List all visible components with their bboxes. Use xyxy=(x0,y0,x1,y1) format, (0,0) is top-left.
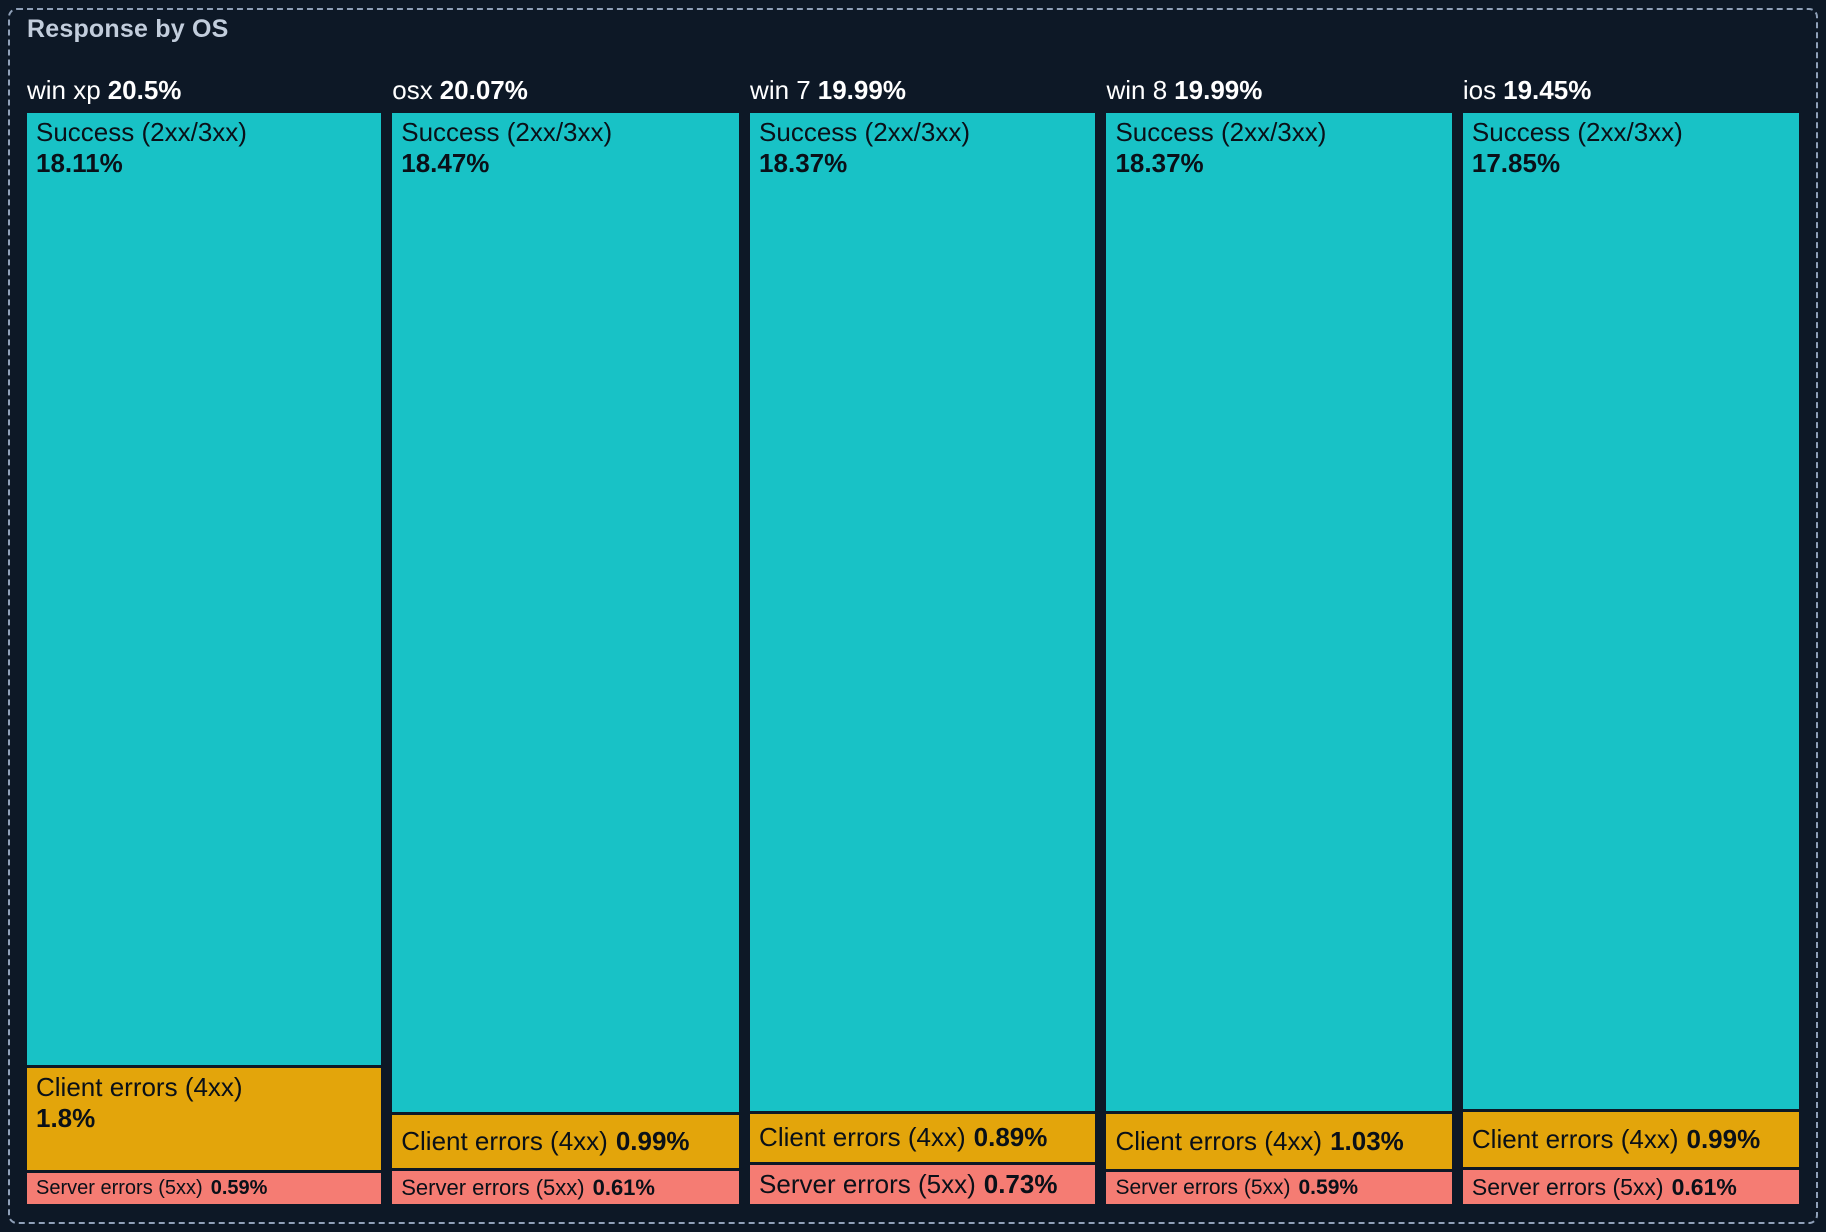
treemap-cell-success[interactable]: Success (2xx/3xx) 18.47% xyxy=(392,113,740,1113)
cell-percent: 0.89% xyxy=(973,1122,1048,1153)
os-column-ios: ios 19.45% Success (2xx/3xx) 17.85% Client… xyxy=(1462,76,1799,1204)
cell-percent: 0.61% xyxy=(1671,1173,1737,1200)
treemap-cell-success[interactable]: Success (2xx/3xx) 18.37% xyxy=(750,113,1096,1111)
cell-label: Server errors (5xx) xyxy=(759,1168,976,1199)
treemap-cell-client[interactable]: Client errors (4xx) 0.99% xyxy=(1462,1112,1799,1168)
os-column-osx: osx 20.07% Success (2xx/3xx) 18.47% Client… xyxy=(392,76,740,1204)
os-name-label: win xp xyxy=(27,76,101,104)
os-name-label: osx xyxy=(392,76,433,104)
os-name-label: ios xyxy=(1462,76,1497,104)
os-column-win-7: win 7 19.99% Success (2xx/3xx) 18.37% Clie… xyxy=(750,76,1096,1204)
os-column-header: osx 20.07% xyxy=(392,76,739,104)
cell-label: Success (2xx/3xx) xyxy=(36,117,247,147)
os-total-percent: 19.99% xyxy=(1174,76,1263,104)
os-total-percent: 20.5% xyxy=(107,76,182,104)
cell-label: Success (2xx/3xx) xyxy=(1115,117,1327,147)
cell-label: Client errors (4xx) xyxy=(1471,1124,1679,1155)
cell-label: Server errors (5xx) xyxy=(36,1177,203,1200)
treemap-cell-server[interactable]: Server errors (5xx) 0.61% xyxy=(392,1171,740,1204)
os-name-label: win 7 xyxy=(750,76,811,104)
cell-percent: 0.59% xyxy=(210,1177,268,1200)
cell-percent: 0.99% xyxy=(1686,1124,1761,1155)
cell-label: Client errors (4xx) xyxy=(36,1072,243,1103)
cell-label: Client errors (4xx) xyxy=(1115,1125,1323,1156)
cell-percent: 17.85% xyxy=(1471,147,1561,178)
cell-label: Server errors (5xx) xyxy=(401,1174,585,1200)
response-by-os-treemap: win xp 20.5% Success (2xx/3xx) 18.11% Clie… xyxy=(27,76,1799,1204)
os-column-header: win 7 19.99% xyxy=(750,76,1095,104)
cell-label: Success (2xx/3xx) xyxy=(401,117,613,147)
treemap-cell-server[interactable]: Server errors (5xx) 0.73% xyxy=(750,1164,1096,1204)
cell-percent: 1.8% xyxy=(36,1103,96,1134)
cell-percent: 18.47% xyxy=(401,147,490,178)
treemap-cell-success[interactable]: Success (2xx/3xx) 18.11% xyxy=(27,113,382,1066)
cell-percent: 18.37% xyxy=(759,147,848,178)
cell-label: Success (2xx/3xx) xyxy=(759,117,970,147)
panel-title: Response by OS xyxy=(27,15,229,43)
cell-percent: 0.73% xyxy=(983,1168,1058,1199)
treemap-cell-success[interactable]: Success (2xx/3xx) 17.85% xyxy=(1462,113,1799,1110)
cell-percent: 0.59% xyxy=(1298,1176,1359,1200)
os-column-stack: Success (2xx/3xx) 18.47% Client errors (4… xyxy=(392,113,740,1204)
treemap-cell-client[interactable]: Client errors (4xx) 1.8% xyxy=(27,1068,382,1171)
cell-label: Success (2xx/3xx) xyxy=(1471,117,1683,147)
cell-label: Server errors (5xx) xyxy=(1115,1176,1291,1200)
cell-percent: 18.37% xyxy=(1115,147,1204,178)
os-column-header: ios 19.45% xyxy=(1463,76,1799,104)
os-name-label: win 8 xyxy=(1106,76,1168,104)
cell-percent: 0.61% xyxy=(592,1174,655,1200)
cell-percent: 1.03% xyxy=(1330,1125,1404,1156)
cell-percent: 0.99% xyxy=(615,1126,690,1157)
treemap-cell-client[interactable]: Client errors (4xx) 0.99% xyxy=(392,1115,740,1169)
os-column-win-xp: win xp 20.5% Success (2xx/3xx) 18.11% Clie… xyxy=(27,76,382,1204)
cell-label: Client errors (4xx) xyxy=(401,1126,608,1157)
os-column-stack: Success (2xx/3xx) 18.37% Client errors (4… xyxy=(750,113,1096,1204)
treemap-cell-server[interactable]: Server errors (5xx) 0.59% xyxy=(27,1173,382,1204)
os-column-win-8: win 8 19.99% Success (2xx/3xx) 18.37% Clie… xyxy=(1106,76,1452,1204)
treemap-cell-client[interactable]: Client errors (4xx) 0.89% xyxy=(750,1113,1096,1162)
treemap-cell-server[interactable]: Server errors (5xx) 0.59% xyxy=(1106,1172,1452,1204)
cell-percent: 18.11% xyxy=(36,147,123,178)
treemap-cell-client[interactable]: Client errors (4xx) 1.03% xyxy=(1106,1113,1452,1170)
treemap-cell-server[interactable]: Server errors (5xx) 0.61% xyxy=(1462,1170,1799,1204)
cell-label: Server errors (5xx) xyxy=(1471,1173,1664,1200)
os-total-percent: 19.45% xyxy=(1503,76,1592,104)
os-column-header: win 8 19.99% xyxy=(1106,76,1451,104)
os-column-header: win xp 20.5% xyxy=(27,76,381,104)
os-column-stack: Success (2xx/3xx) 18.11% Client errors (4… xyxy=(27,113,382,1204)
os-total-percent: 20.07% xyxy=(439,76,528,104)
os-column-stack: Success (2xx/3xx) 17.85% Client errors (4… xyxy=(1462,113,1799,1204)
cell-label: Client errors (4xx) xyxy=(759,1122,966,1153)
treemap-cell-success[interactable]: Success (2xx/3xx) 18.37% xyxy=(1106,113,1452,1111)
os-column-stack: Success (2xx/3xx) 18.37% Client errors (4… xyxy=(1106,113,1452,1204)
os-total-percent: 19.99% xyxy=(817,76,906,104)
